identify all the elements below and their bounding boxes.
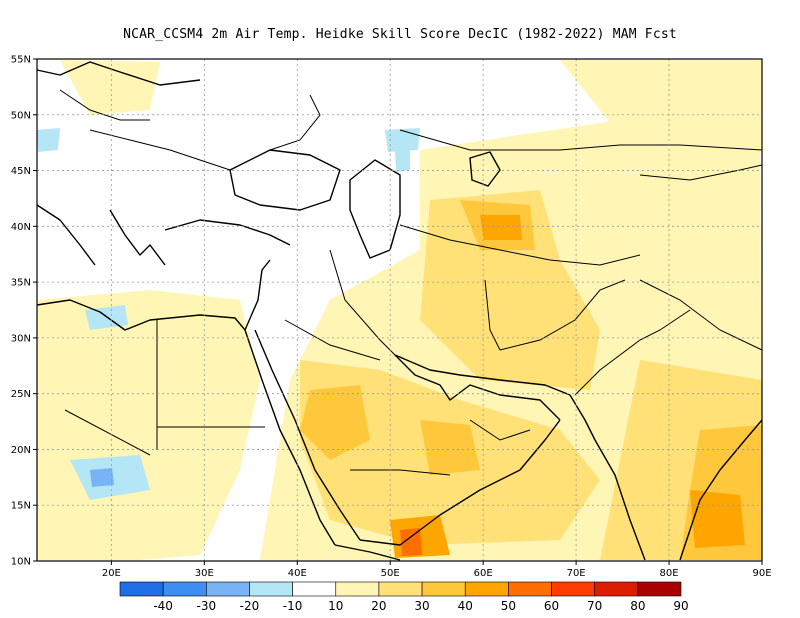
border-afghanistan-pakistan bbox=[499, 279, 626, 351]
skill-area-hot-iran bbox=[480, 215, 522, 240]
lat-tick-label: 20N bbox=[11, 445, 31, 456]
lon-tick-label: 30E bbox=[195, 568, 214, 579]
border-europe-a bbox=[89, 129, 231, 171]
colorbar-label: 40 bbox=[458, 599, 473, 613]
coastline-black-sea bbox=[229, 149, 341, 211]
colorbar-label: 70 bbox=[587, 599, 602, 613]
colorbar-label: 80 bbox=[630, 599, 645, 613]
colorbar-swatch bbox=[335, 581, 380, 597]
coastline-levant bbox=[244, 259, 271, 331]
colorbar-label: 90 bbox=[673, 599, 688, 613]
colorbar-swatch bbox=[421, 581, 466, 597]
lon-tick-label: 60E bbox=[474, 568, 493, 579]
colorbar-swatch bbox=[206, 581, 250, 597]
map-frame bbox=[36, 58, 763, 562]
colorbar-label: 50 bbox=[501, 599, 516, 613]
lat-lon-grid bbox=[37, 59, 762, 561]
lat-tick-label: 25N bbox=[11, 389, 31, 400]
border-oman bbox=[469, 419, 531, 441]
coastline-persian-gulf bbox=[394, 354, 561, 421]
border-russia-kazakhstan bbox=[399, 129, 763, 151]
border-saudi-iraq bbox=[284, 319, 381, 361]
coastline-horn-africa bbox=[334, 544, 401, 561]
coastline-india-west bbox=[569, 394, 646, 561]
colorbar-swatch bbox=[508, 581, 552, 597]
lat-tick-label: 55N bbox=[11, 55, 31, 66]
colorbar-label: -40 bbox=[153, 599, 173, 613]
coastlines bbox=[36, 61, 763, 561]
coastline-caspian-sea bbox=[349, 159, 401, 259]
skill-area-neg-europe-c bbox=[395, 148, 410, 172]
coastline-india-east bbox=[679, 419, 763, 561]
axis-ticks: 20E 30E 40E 50E 60E 70E 80E 90E 10N 15N 20N 25N 30N 3… bbox=[11, 55, 772, 580]
border-india-china bbox=[639, 279, 763, 351]
colorbar-label: 20 bbox=[371, 599, 386, 613]
border-iran-iraq bbox=[329, 249, 396, 356]
colorbar-swatch bbox=[119, 581, 164, 597]
colorbar-label: 60 bbox=[544, 599, 559, 613]
skill-area-yellow-ne bbox=[560, 60, 762, 160]
colorbar-label: -20 bbox=[240, 599, 260, 613]
lat-tick-label: 15N bbox=[11, 501, 31, 512]
colorbar-label: 10 bbox=[328, 599, 343, 613]
border-iran-afghanistan bbox=[484, 279, 501, 351]
lon-tick-label: 70E bbox=[567, 568, 586, 579]
skill-area-neg-europe-b bbox=[385, 128, 420, 152]
border-pakistan-india bbox=[574, 309, 691, 396]
border-kazakhstan-south bbox=[399, 224, 641, 266]
border-saudi-yemen bbox=[350, 469, 451, 476]
lat-tick-label: 10N bbox=[11, 557, 31, 568]
lat-tick-label: 35N bbox=[11, 278, 31, 289]
skill-area-mid-iran bbox=[420, 190, 600, 390]
skill-area-yellow-west bbox=[37, 290, 260, 560]
skill-area-neg-europe-a bbox=[37, 128, 60, 152]
border-europe-b bbox=[59, 89, 150, 121]
colorbar-label: 30 bbox=[414, 599, 429, 613]
coastline-arabia-south bbox=[359, 419, 561, 546]
lat-tick-label: 40N bbox=[11, 222, 31, 233]
lon-tick-label: 90E bbox=[752, 568, 771, 579]
border-ukraine-russia bbox=[269, 94, 321, 151]
coastline-aral-sea bbox=[469, 151, 501, 187]
skill-area-yellow-north bbox=[60, 60, 160, 115]
colorbar-swatch bbox=[551, 581, 595, 597]
lat-tick-label: 45N bbox=[11, 166, 31, 177]
lon-tick-label: 80E bbox=[660, 568, 679, 579]
lat-tick-label: 30N bbox=[11, 333, 31, 344]
colorbar-swatch bbox=[378, 581, 423, 597]
coastline-italy bbox=[36, 204, 96, 266]
colorbar-swatch bbox=[162, 581, 207, 597]
coastline-turkey bbox=[164, 219, 291, 246]
chart-title: NCAR_CCSM4 2m Air Temp. Heidke Skill Sco… bbox=[123, 27, 677, 42]
coastline-europe-north bbox=[36, 61, 201, 86]
skill-area-hotter-yemen bbox=[400, 528, 422, 556]
colorbar: -40 -30 -20 -10 10 20 30 40 50 60 70 80 90 bbox=[119, 581, 689, 613]
skill-area-neg-africa-core bbox=[90, 468, 114, 487]
colorbar-swatch bbox=[637, 581, 682, 597]
colorbar-label: -10 bbox=[283, 599, 303, 613]
coastline-north-africa bbox=[36, 299, 246, 331]
colorbar-swatch bbox=[249, 581, 293, 597]
border-mongolia bbox=[639, 164, 763, 181]
coastline-iran-south bbox=[394, 354, 571, 396]
lon-tick-label: 40E bbox=[288, 568, 307, 579]
skill-area-high-d bbox=[420, 420, 480, 475]
colorbar-swatch bbox=[464, 581, 509, 597]
skill-area-hot-india bbox=[690, 490, 745, 548]
colorbar-swatch bbox=[292, 581, 337, 597]
lat-tick-label: 50N bbox=[11, 110, 31, 121]
coastline-greece bbox=[109, 209, 166, 266]
colorbar-label: -30 bbox=[197, 599, 217, 613]
skill-area-high-b bbox=[300, 385, 370, 460]
skill-score-fill bbox=[37, 60, 762, 560]
country-borders bbox=[59, 89, 763, 476]
lon-tick-label: 50E bbox=[381, 568, 400, 579]
coastline-red-sea-east bbox=[254, 329, 361, 541]
coastline-red-sea-west bbox=[244, 329, 336, 546]
colorbar-swatch bbox=[594, 581, 639, 597]
lon-tick-label: 20E bbox=[102, 568, 121, 579]
border-chad-sudan bbox=[64, 409, 151, 456]
